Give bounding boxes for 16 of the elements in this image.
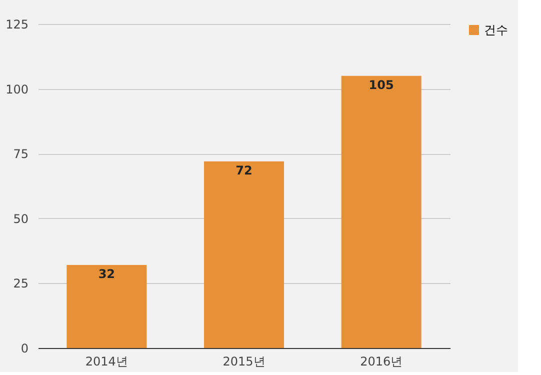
y-tick-label: 75 bbox=[13, 147, 28, 162]
data-label: 105 bbox=[368, 78, 394, 92]
data-label: 72 bbox=[236, 163, 252, 178]
y-tick-label: 0 bbox=[20, 342, 28, 356]
x-tick-label: 2014년 bbox=[85, 354, 128, 368]
y-tick-label: 100 bbox=[6, 82, 28, 96]
x-tick-label: 2015년 bbox=[222, 354, 266, 368]
legend-label: 건수 bbox=[484, 23, 508, 37]
x-tick-label: 2016년 bbox=[360, 354, 403, 368]
y-tick-label: 50 bbox=[13, 212, 28, 226]
bar bbox=[204, 161, 284, 348]
bar bbox=[341, 76, 422, 348]
y-tick-label: 25 bbox=[13, 276, 28, 291]
data-label: 32 bbox=[98, 267, 116, 282]
y-tick-label: 125 bbox=[6, 18, 28, 32]
bar bbox=[66, 265, 147, 348]
